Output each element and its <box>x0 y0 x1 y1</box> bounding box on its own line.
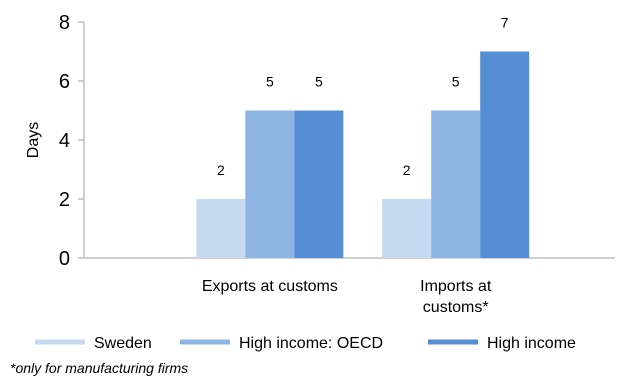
category-label: customs* <box>423 299 489 316</box>
y-tick-label: 4 <box>59 130 70 152</box>
bar <box>245 110 295 258</box>
category-label: Exports at customs <box>202 278 338 295</box>
legend-label: High income: OECD <box>239 335 383 352</box>
data-label: 5 <box>266 74 274 90</box>
category-label: Imports at <box>420 278 492 295</box>
legend-label: High income <box>487 335 576 352</box>
category-labels: Exports at customs Imports at customs* <box>202 278 492 316</box>
y-tick-label: 0 <box>59 248 70 270</box>
data-labels: 2 5 5 2 5 7 <box>217 15 509 179</box>
bar <box>382 199 432 258</box>
bar <box>196 199 246 258</box>
bars <box>196 51 530 258</box>
axes <box>83 22 615 259</box>
bar <box>431 110 481 258</box>
data-label: 5 <box>452 74 460 90</box>
y-tick-label: 2 <box>59 189 70 211</box>
y-axis-title: Days <box>25 122 42 158</box>
y-tick-label: 6 <box>59 71 70 93</box>
legend-label: Sweden <box>94 335 152 352</box>
data-label: 7 <box>501 15 509 31</box>
footnote: *only for manufacturing firms <box>10 360 189 376</box>
data-label: 5 <box>315 74 323 90</box>
data-label: 2 <box>217 162 225 178</box>
bar <box>294 110 344 258</box>
legend: Sweden High income: OECD High income <box>35 335 576 352</box>
y-tick-label: 8 <box>59 12 70 34</box>
data-label: 2 <box>403 162 411 178</box>
y-ticks: 0 2 4 6 8 <box>59 12 84 270</box>
bar <box>480 51 530 258</box>
